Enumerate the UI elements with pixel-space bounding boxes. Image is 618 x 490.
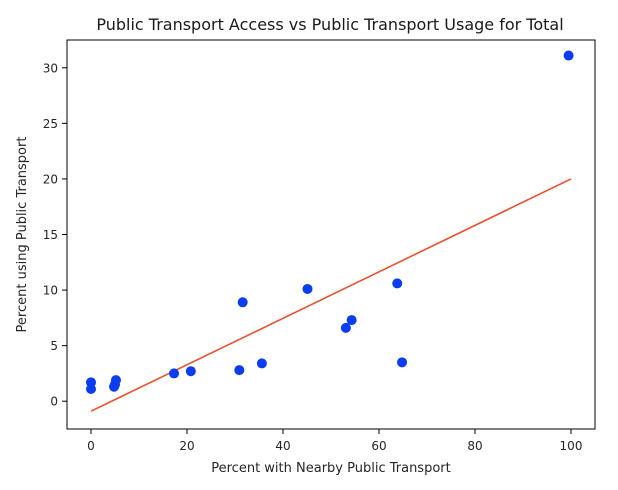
data-point xyxy=(392,278,403,289)
data-point xyxy=(340,322,351,333)
data-point xyxy=(110,375,121,386)
data-point xyxy=(302,283,313,294)
data-point xyxy=(169,368,180,379)
x-tick-label: 80 xyxy=(467,439,482,453)
plot-area: 0 20 40 60 80 100 0 5 10 15 20 25 30 xyxy=(43,50,583,453)
x-axis-label: Percent with Nearby Public Transport xyxy=(211,461,450,476)
y-axis-label: Percent using Public Transport xyxy=(15,137,30,333)
x-tick-label: 0 xyxy=(87,439,95,453)
y-tick-label: 0 xyxy=(50,395,58,409)
x-tick-label: 40 xyxy=(275,439,290,453)
data-point xyxy=(563,50,574,61)
y-tick-label: 10 xyxy=(43,284,58,298)
y-tick-label: 5 xyxy=(50,339,58,353)
chart-title: Public Transport Access vs Public Transp… xyxy=(96,15,563,34)
data-point xyxy=(234,365,245,376)
axes-frame xyxy=(66,39,596,430)
y-tick-label: 20 xyxy=(43,172,58,186)
y-tick-label: 15 xyxy=(43,228,58,242)
data-point xyxy=(185,366,196,377)
x-tick-label: 20 xyxy=(179,439,194,453)
data-point xyxy=(397,357,408,368)
data-point xyxy=(346,315,357,326)
y-tick-label: 30 xyxy=(43,61,58,75)
data-point xyxy=(86,383,96,394)
data-point xyxy=(256,358,267,369)
y-tick-label: 25 xyxy=(43,117,58,131)
data-point xyxy=(237,297,248,308)
x-tick-label: 100 xyxy=(560,439,583,453)
x-tick-label: 60 xyxy=(371,439,386,453)
